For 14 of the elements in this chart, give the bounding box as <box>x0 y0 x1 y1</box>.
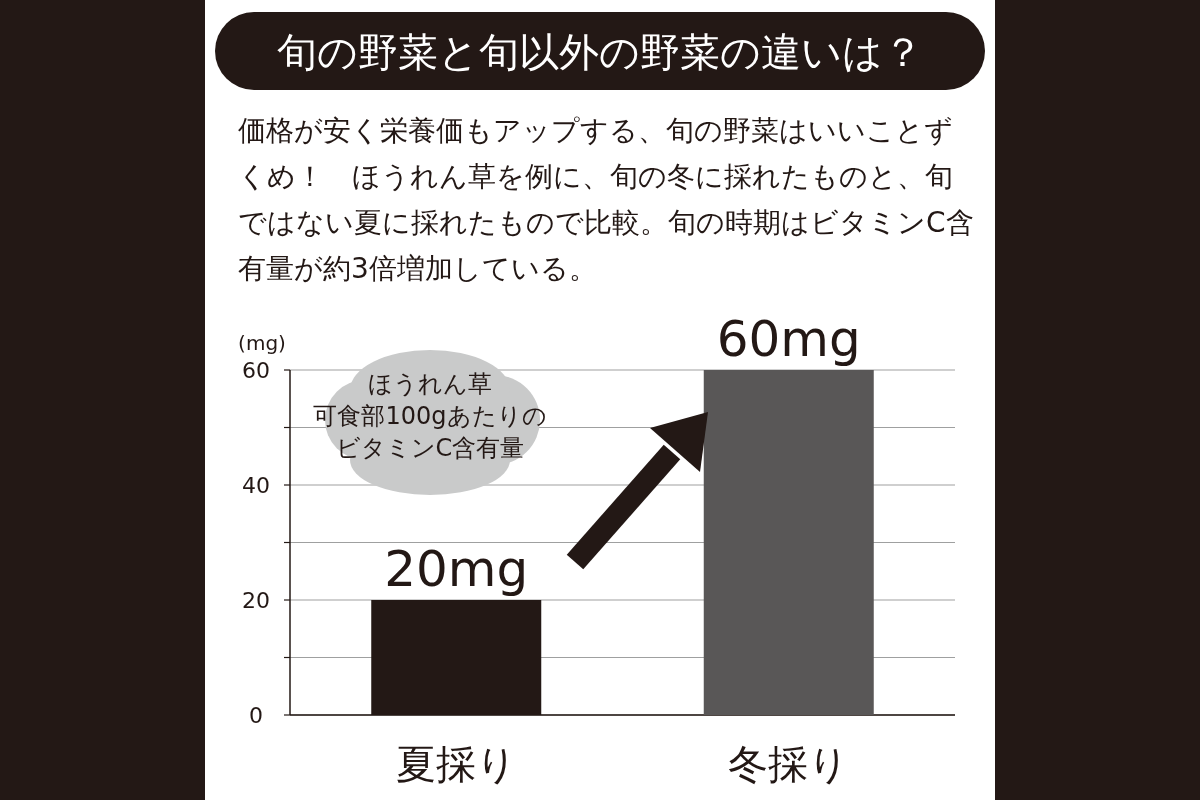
y-axis-title: (mg) <box>238 331 286 355</box>
annotation: ほうれん草 <box>368 370 492 398</box>
data-label: 60mg <box>716 310 861 368</box>
annotation: ビタミンC含有量 <box>335 434 525 462</box>
y-tick-label: 60 <box>242 358 270 383</box>
x-tick-label: 夏採り <box>395 741 517 787</box>
y-tick-label: 0 <box>249 703 263 728</box>
x-tick-label: 冬採り <box>728 741 850 787</box>
chart-title: 旬の野菜と旬以外の野菜の違いは？ <box>277 29 923 75</box>
chart-subtitle: 価格が安く栄養価もアップする、旬の野菜はいいことずくめ！ ほうれん草を例に、旬の冬に採れたものと、旬ではない夏に採れたもので比較。旬の時期はビタミンC含有量が約3倍増加している。 <box>238 114 974 285</box>
annotation: 可食部100gあたりの <box>313 402 547 430</box>
y-tick-label: 20 <box>242 588 270 613</box>
data-label: 20mg <box>384 540 529 598</box>
y-tick-label: 40 <box>242 473 270 498</box>
